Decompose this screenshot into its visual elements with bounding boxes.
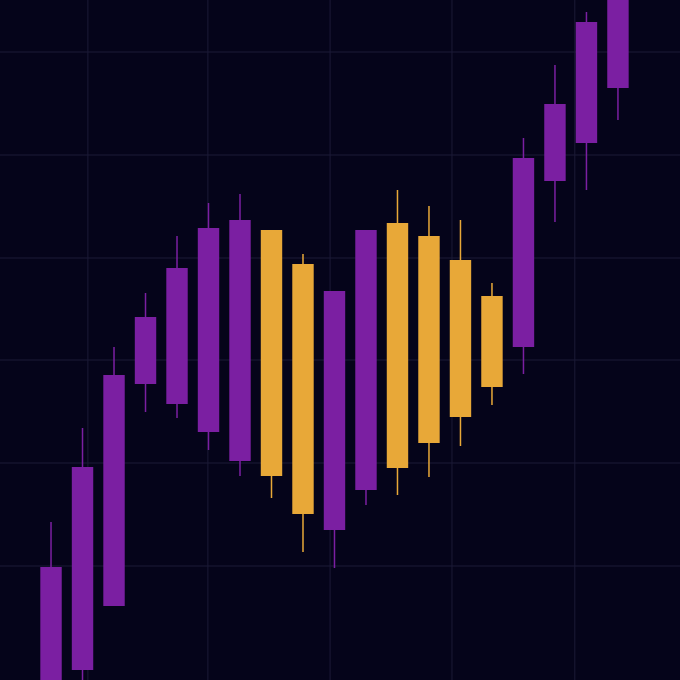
candle-body xyxy=(71,467,94,670)
candle-body xyxy=(355,230,377,490)
candle-body xyxy=(512,158,535,347)
candle-body xyxy=(544,104,566,181)
candle-body xyxy=(229,220,251,461)
candle-body xyxy=(481,296,503,387)
candle-body xyxy=(386,223,409,468)
candle-body xyxy=(575,22,598,143)
candle-body xyxy=(134,317,157,384)
candle-body xyxy=(323,291,346,530)
candle-body xyxy=(607,0,629,88)
candle-body xyxy=(292,264,314,514)
candle-body xyxy=(449,260,472,417)
candle-body xyxy=(260,230,283,476)
candle-body xyxy=(40,567,62,680)
candle-body xyxy=(418,236,440,443)
candle-body xyxy=(166,268,188,404)
candle-body xyxy=(197,228,220,432)
candle-body xyxy=(103,375,125,606)
